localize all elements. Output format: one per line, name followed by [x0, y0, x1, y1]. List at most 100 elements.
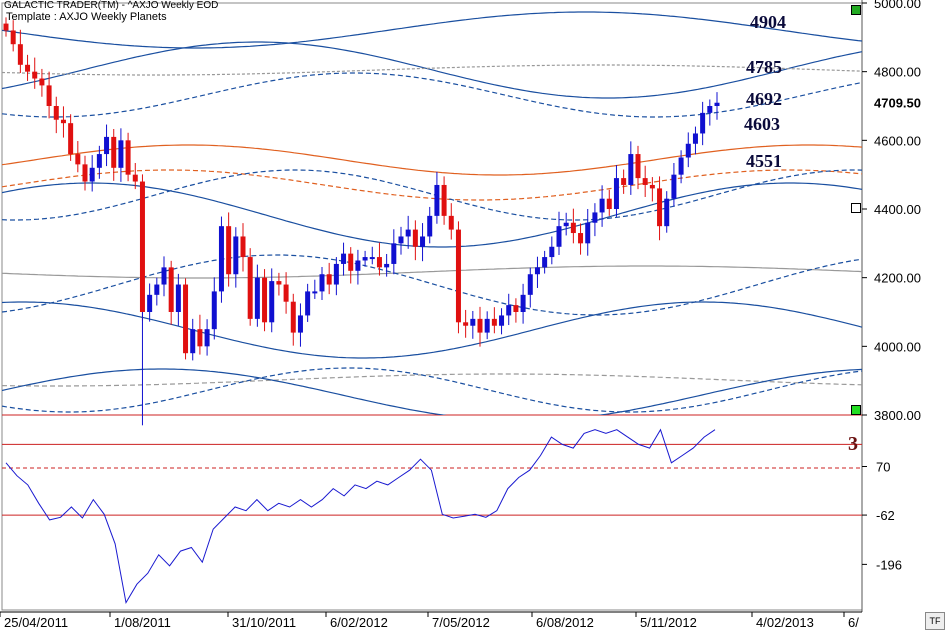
- candle-body-40: [290, 301, 296, 333]
- candle-body-23: [168, 267, 174, 312]
- candle-body-10: [75, 154, 81, 165]
- candle-body-24: [175, 284, 181, 312]
- candle-body-75: [542, 257, 548, 268]
- candle-body-54: [391, 243, 397, 264]
- candle-body-12: [89, 167, 95, 182]
- candle-body-51: [369, 257, 375, 260]
- candle-body-71: [513, 305, 519, 312]
- candle-body-66: [477, 318, 483, 333]
- scroll-top-button[interactable]: [851, 5, 861, 15]
- candle-body-68: [491, 318, 497, 326]
- candle-body-59: [427, 215, 433, 237]
- candle-body-49: [355, 260, 361, 271]
- candle-body-85: [613, 178, 619, 209]
- date-label-0: 25/04/2011: [4, 615, 68, 630]
- date-label-8: 6/: [848, 615, 859, 630]
- candle-body-72: [520, 294, 526, 312]
- candle-body-22: [161, 267, 167, 285]
- date-label-5: 6/08/2012: [536, 615, 594, 630]
- candle-body-74: [534, 267, 540, 275]
- candle-body-83: [599, 198, 605, 213]
- candle-body-33: [240, 236, 246, 258]
- candle-body-2: [17, 44, 23, 65]
- planet-line-5: [2, 169, 862, 201]
- date-label-7: 4/02/2013: [756, 615, 814, 630]
- marker-4904: 4904: [750, 12, 786, 32]
- marker-4551: 4551: [746, 151, 782, 171]
- candle-body-6: [46, 85, 52, 106]
- candle-body-19: [139, 181, 145, 312]
- candle-body-77: [556, 226, 562, 247]
- candle-body-28: [204, 329, 210, 347]
- candle-body-84: [606, 198, 612, 209]
- candle-body-25: [183, 284, 189, 354]
- candle-body-97: [700, 112, 706, 134]
- app-title: GALACTIC TRADER(TM) - ^AXJO Weekly EOD: [4, 0, 219, 11]
- candle-body-8: [60, 119, 66, 124]
- candle-body-1: [10, 30, 16, 45]
- plot-frame: [1, 2, 863, 611]
- candle-body-35: [254, 277, 260, 319]
- candle-body-31: [226, 226, 232, 275]
- price-tick-label-6: 3800.00: [874, 408, 921, 423]
- marker-4692: 4692: [746, 89, 782, 109]
- candle-body-86: [621, 178, 627, 185]
- osc-tick-label-0: 70: [876, 460, 890, 475]
- candle-body-58: [420, 236, 426, 247]
- date-label-4: 7/05/2012: [432, 615, 490, 630]
- candle-body-60: [434, 184, 440, 216]
- candle-body-17: [125, 140, 131, 175]
- candle-body-16: [118, 140, 124, 168]
- price-tick-label-0: 5000.00: [874, 0, 921, 11]
- candle-body-7: [53, 106, 59, 120]
- tf-button[interactable]: TF: [925, 612, 945, 630]
- price-scale-handle[interactable]: [851, 203, 861, 213]
- planet-line-2: [2, 72, 862, 118]
- candle-body-90: [649, 184, 655, 189]
- planet-line-6: [2, 169, 862, 221]
- date-label-1: 1/08/2011: [114, 615, 171, 630]
- osc-tick-label-1: -62: [876, 508, 895, 523]
- planet-line-0: [2, 11, 862, 49]
- candle-body-91: [657, 188, 663, 227]
- candle-body-55: [398, 236, 404, 244]
- candle-body-20: [147, 294, 153, 312]
- price-tick-label-5: 4000.00: [874, 339, 921, 354]
- marker-4603: 4603: [744, 114, 780, 134]
- candle-body-70: [506, 305, 512, 316]
- candle-body-61: [441, 184, 447, 216]
- candle-body-29: [211, 291, 217, 330]
- candle-body-62: [448, 215, 454, 230]
- candle-body-65: [470, 318, 476, 326]
- candle-body-73: [527, 274, 533, 295]
- planet-line-1: [2, 41, 862, 99]
- candle-body-0: [3, 23, 9, 31]
- candle-body-41: [297, 315, 303, 333]
- candle-body-15: [111, 136, 117, 168]
- planet-line-12: [2, 367, 862, 413]
- marker-4785: 4785: [746, 57, 782, 77]
- candle-body-37: [269, 281, 275, 323]
- candle-body-79: [570, 222, 576, 234]
- planet-line-11: [2, 373, 862, 387]
- candle-body-80: [578, 233, 584, 244]
- candle-body-27: [197, 329, 203, 347]
- candle-body-43: [312, 291, 318, 294]
- pane-divider-handle[interactable]: [851, 405, 861, 415]
- candle-body-76: [549, 246, 555, 258]
- price-tick-label-3: 4400.00: [874, 202, 921, 217]
- candle-body-46: [333, 263, 339, 285]
- candle-body-32: [233, 236, 239, 275]
- candle-body-3: [25, 64, 31, 72]
- candle-body-4: [32, 71, 38, 79]
- candle-body-18: [132, 174, 138, 182]
- candle-body-89: [642, 178, 648, 185]
- price-tick-label-4: 4200.00: [874, 271, 921, 286]
- candle-body-56: [405, 229, 411, 237]
- candle-body-92: [664, 198, 670, 227]
- candle-body-78: [563, 222, 569, 227]
- candle-body-44: [319, 274, 325, 292]
- candle-body-34: [247, 257, 253, 319]
